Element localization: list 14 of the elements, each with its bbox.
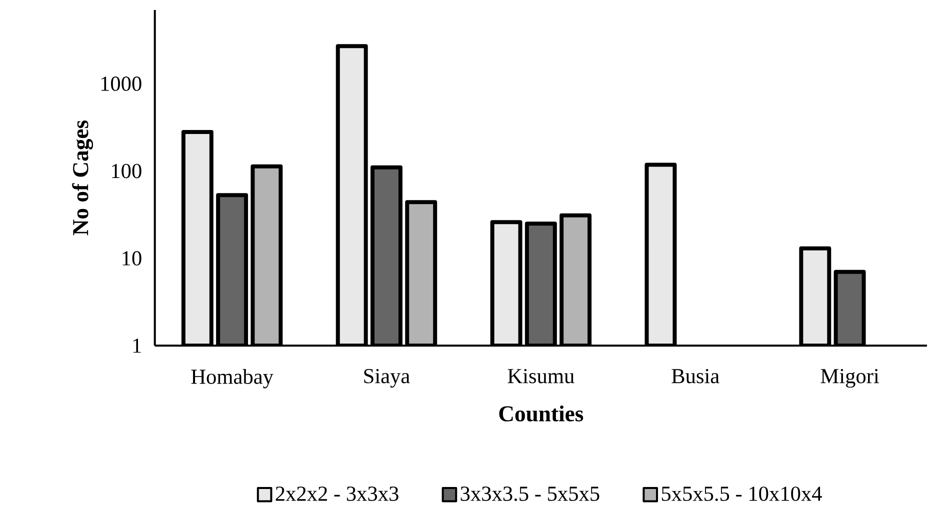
x-tick-label: Homabay xyxy=(191,368,274,388)
legend-label: 3x3x3.5 - 5x5x5 xyxy=(460,486,600,501)
y-tick-label: 1 xyxy=(133,338,141,352)
x-tick-label: Kisumu xyxy=(508,368,574,384)
y-tick-label: 1000 xyxy=(101,76,142,91)
y-axis-title: No of Cages xyxy=(72,120,94,236)
x-tick-label: Siaya xyxy=(364,368,410,388)
y-tick-label: 100 xyxy=(112,164,142,178)
y-tick-label: 10 xyxy=(122,250,142,266)
x-tick-label: Migori xyxy=(820,368,879,388)
x-tick-label: Busia xyxy=(672,368,720,384)
legend-label: 5x5x5.5 - 10x10x4 xyxy=(662,486,822,501)
x-axis-title: Counties xyxy=(499,405,584,422)
legend-label: 2x2x2 - 3x3x3 xyxy=(276,486,398,501)
